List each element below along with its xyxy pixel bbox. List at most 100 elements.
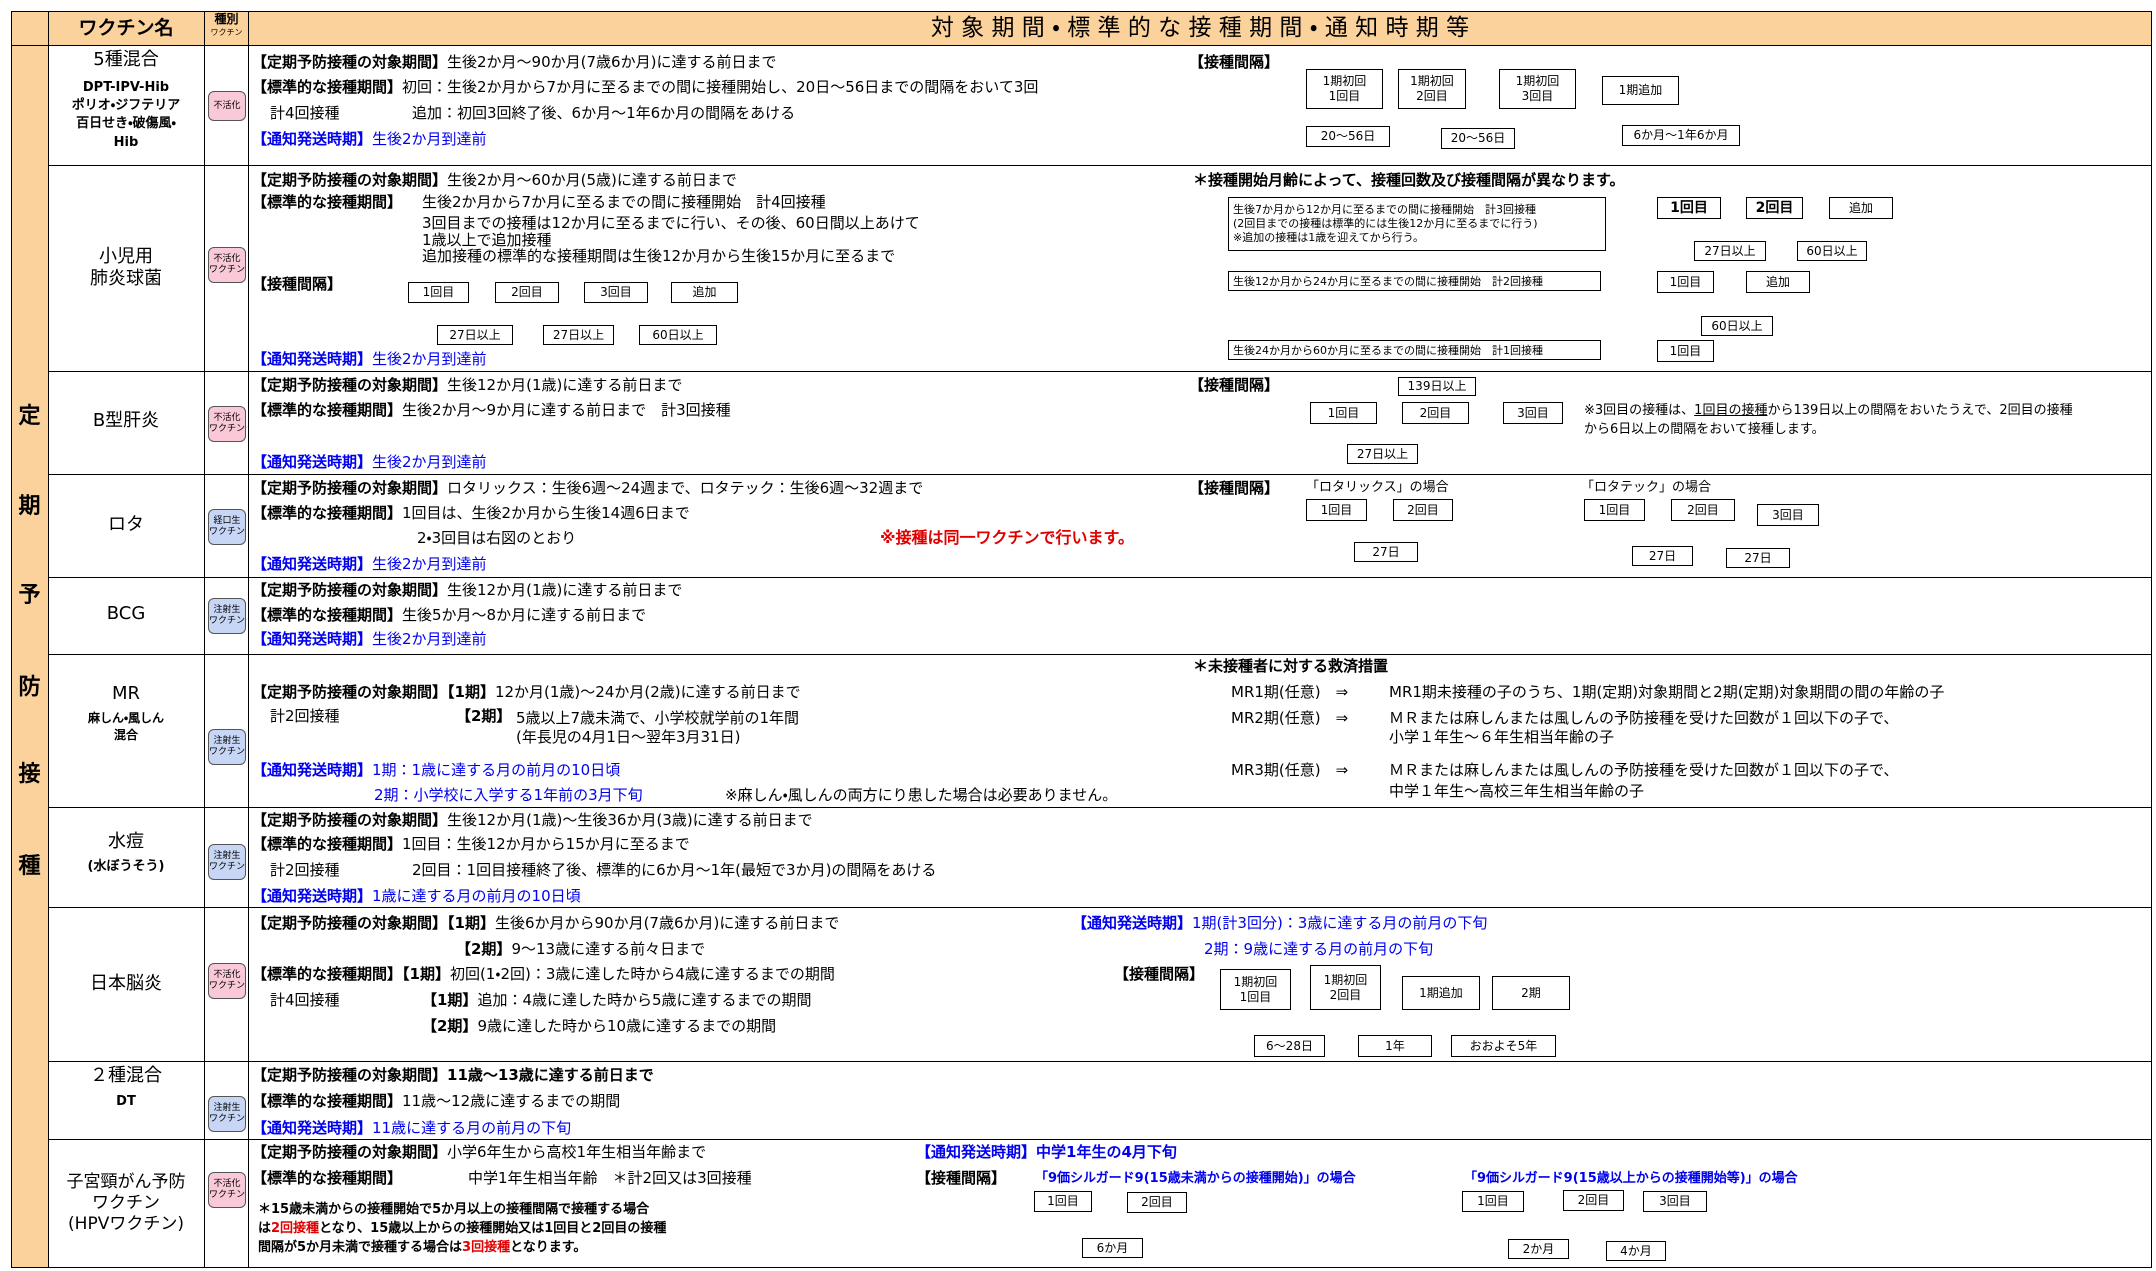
text-segment: ワクチン: [209, 1114, 246, 1124]
side-label: 定: [18, 404, 41, 429]
text-segment: から139日以上の間隔をおいたうえで、2回目の接種: [1767, 403, 2073, 418]
text-segment: 【定期予防接種の対象期間】: [252, 171, 448, 189]
text-line: 【1期】追加：4歳に達した時から5歳に達するまでの期間: [422, 990, 812, 1010]
text-line: 【定期予防接種の対象期間】11歳～13歳に達する前日まで: [252, 1065, 654, 1085]
text-segment: 生後2か月到達前: [372, 453, 487, 471]
text-segment: 生後2か月～9か月に達する前日まで 計3回接種: [402, 401, 731, 419]
interval-box: 1回目: [408, 282, 469, 303]
text-line: 【通知発送時期】1期(計3回分)：3歳に達する月の前月の下旬: [1072, 913, 1487, 933]
text-segment: 2期: [1521, 985, 1541, 1000]
text-segment: 3回目: [1517, 405, 1549, 420]
text-segment: 間隔が5か月未満で接種する場合は: [258, 1240, 463, 1255]
text-segment: 2回目: [1407, 502, 1439, 517]
text-segment: 20～56日: [1450, 131, 1506, 145]
text-line: MR3期(任意) ⇒: [1231, 761, 1349, 779]
text-segment: 【定期予防接種の対象期間】: [252, 1143, 448, 1161]
text-segment: ワクチン: [209, 981, 246, 991]
text-line: 【標準的な接種期間】生後5か月～8か月に達する前日まで: [252, 605, 646, 625]
text-segment: 1回目: [1320, 502, 1353, 517]
interval-box: 1回目: [1657, 340, 1714, 362]
text-segment: 【1期】: [422, 991, 478, 1009]
text-segment: 【標準的な接種期間】: [252, 504, 403, 522]
text-line: ワクチン: [210, 28, 243, 37]
interval-box: 27日以上: [437, 325, 513, 345]
text-line: 中学1年生相当年齢 ＊計2回又は3回接種: [468, 1169, 752, 1187]
text-segment: 2回目: [511, 285, 543, 299]
vaccine-name: 百日せき・破傷風・: [76, 116, 176, 131]
interval-box: 6か月～1年6か月: [1622, 125, 1740, 146]
text-segment: 27日以上: [449, 327, 501, 342]
text-segment: 1歳に達する月の前月の10日頃: [372, 887, 581, 905]
table-rule: [48, 807, 2152, 808]
text-segment: 【1期】: [447, 914, 495, 932]
table-rule: [48, 11, 49, 1268]
text-line: 3回目までの接種は12か月に至るまでに行い、その後、60日間以上あけて: [422, 214, 920, 232]
text-segment: 2回接種: [271, 1221, 320, 1236]
text-segment: 【定期予防接種の対象期間】: [252, 53, 448, 71]
text-segment: 生後5か月～8か月に達する前日まで: [402, 606, 647, 624]
text-segment: 1期(計3回分)：3歳に達する月の前月の下旬: [1192, 914, 1488, 932]
text-line: 【接種間隔】: [1114, 965, 1205, 983]
interval-box: 1回目: [1306, 499, 1367, 521]
text-segment: 【標準的な接種期間】: [252, 78, 403, 96]
text-segment: ワクチン: [209, 527, 246, 537]
interval-box: 1期初回 3回目: [1499, 69, 1576, 109]
text-segment: (2回目までの接種は標準的には生後12か月に至るまでに行う): [1233, 217, 1538, 230]
text-line: 【通知発送時期】1期：1歳に達する月の前月の10日頃: [252, 760, 620, 780]
text-segment: 27日: [1648, 548, 1677, 563]
text-line: 【2期】9～13歳に達する前々日まで: [456, 939, 705, 959]
text-segment: 11歳に達する月の前月の下旬: [372, 1119, 572, 1137]
text-segment: ※3回目の接種は、: [1584, 403, 1695, 418]
text-line: 小学１年生～６年生相当年齢の子: [1389, 728, 1615, 746]
interval-box: 追加: [671, 282, 738, 303]
interval-box: 2回目: [1402, 402, 1469, 424]
text-segment: 1期初回: [1322, 74, 1367, 88]
text-segment: 27日以上: [1356, 446, 1409, 461]
text-segment: 【定期予防接種の対象期間】: [252, 914, 448, 932]
interval-box: 3回目: [584, 282, 648, 303]
text-line: 【標準的な接種期間】1回目は、生後2か月から生後14週6日まで: [252, 503, 690, 523]
text-line: ＊15歳未満からの接種開始で5か月以上の接種間隔で接種する場合: [258, 1202, 650, 1217]
table-rule: [48, 577, 2152, 578]
text-segment: 【定期予防接種の対象期間】: [252, 581, 448, 599]
text-segment: 追加：4歳に達した時から5歳に達するまでの期間: [477, 991, 812, 1009]
text-segment: 【2期】: [456, 940, 512, 958]
text-segment: ワクチン: [209, 862, 246, 872]
text-segment: 1回目: [1598, 502, 1631, 517]
text-line: 【接種間隔】: [252, 275, 343, 293]
text-segment: 【通知発送時期】: [252, 887, 373, 905]
text-segment: 2回目: [1329, 987, 1362, 1002]
text-line: 「9価シルガード9(15歳以上からの接種開始等)」の場合: [1464, 1171, 1798, 1186]
text-segment: 4か月: [1620, 1243, 1652, 1258]
text-segment: 9～13歳に達する前々日まで: [511, 940, 706, 958]
vaccine-name: DT: [116, 1094, 136, 1109]
table-frame: [11, 11, 2152, 1268]
vaccine-name: BCG: [106, 603, 146, 624]
table-rule: [48, 1139, 2152, 1140]
text-segment: 3回目: [1659, 1194, 1691, 1208]
text-segment: 3回目: [1521, 89, 1554, 103]
interval-box: 27日以上: [1694, 241, 1766, 261]
interval-box: 追加: [1746, 271, 1810, 293]
vaccine-name: 5種混合: [93, 49, 159, 70]
text-line: 【標準的な接種期間】: [252, 1169, 403, 1187]
text-segment: 【通知発送時期】: [1072, 914, 1193, 932]
text-segment: 1回目: [1670, 199, 1708, 216]
text-line: 「ロタテック」の場合: [1581, 480, 1712, 495]
text-segment: 不活化: [213, 100, 241, 111]
text-segment: 【通知発送時期】: [252, 630, 373, 648]
interval-box: 20～56日: [1306, 126, 1390, 147]
text-segment: ワクチン: [209, 424, 246, 434]
text-segment: 1回目: [1669, 343, 1702, 358]
text-segment: 【定期予防接種の対象期間】: [252, 811, 448, 829]
interval-box: 60日以上: [1797, 241, 1867, 261]
text-segment: 【標準的な接種期間】: [252, 835, 403, 853]
text-line: 種別: [214, 12, 239, 26]
text-segment: 生後12か月(1歳)に達する前日まで: [447, 376, 683, 394]
text-segment: 1回目: [1328, 89, 1361, 103]
text-line: ＭＲまたは麻しんまたは風しんの予防接種を受けた回数が１回以下の子で、: [1389, 761, 1899, 779]
vaccine-name: 小児用: [99, 246, 153, 267]
side-label: 防: [18, 675, 41, 700]
side-band: [11, 45, 48, 1268]
